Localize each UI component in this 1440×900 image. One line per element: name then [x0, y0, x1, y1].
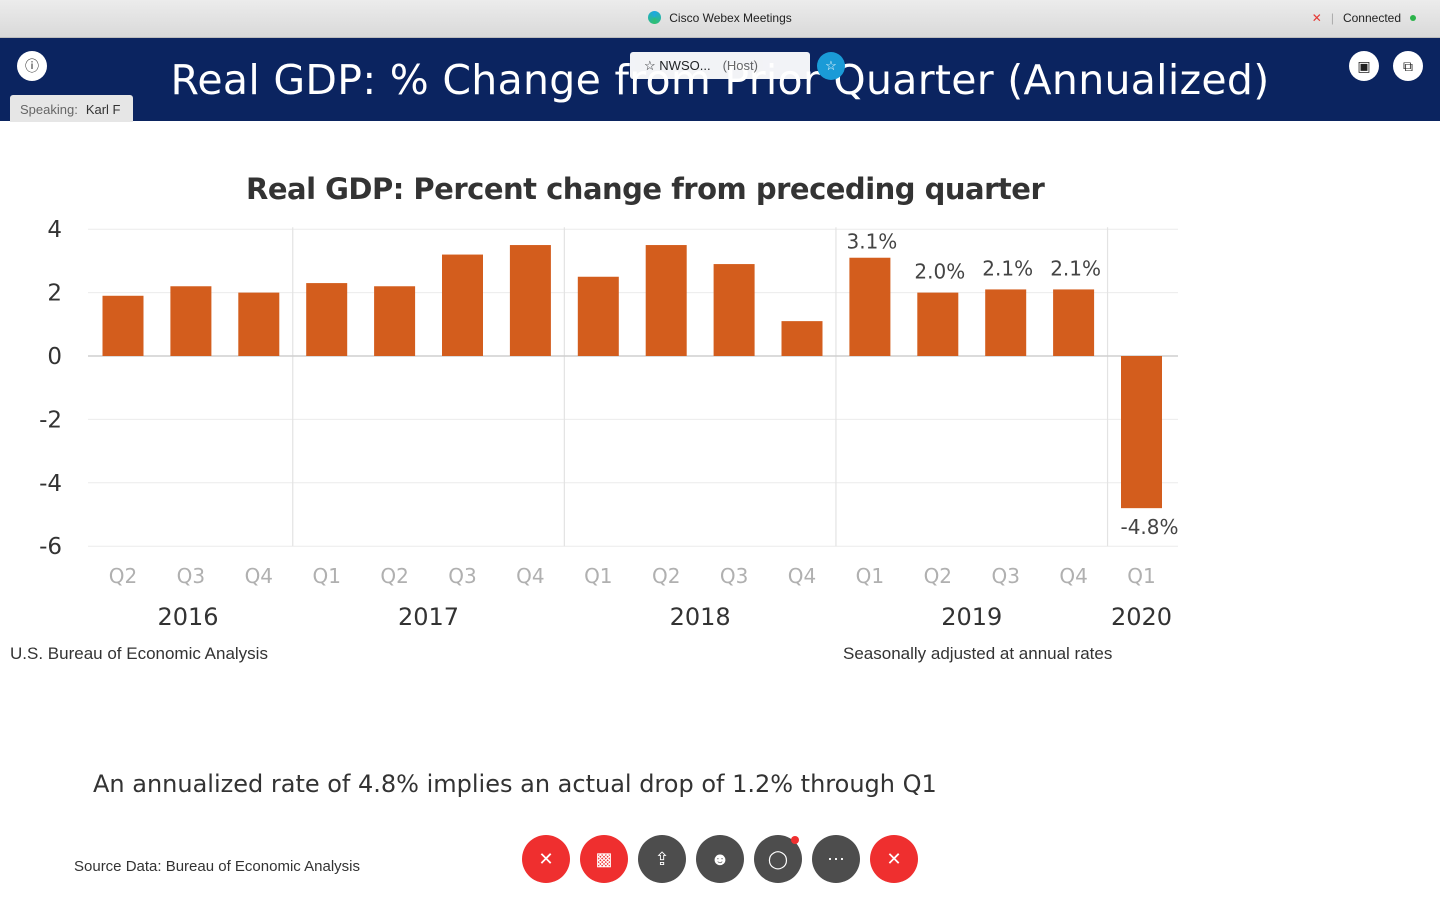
bar-5 — [374, 286, 416, 356]
layout-button[interactable]: ⧉ — [1393, 51, 1423, 81]
x-tick-label: Q3 — [720, 564, 748, 588]
pin-button[interactable]: ☆ — [817, 52, 845, 80]
bar-6 — [442, 254, 483, 356]
note-right: Seasonally adjusted at annual rates — [843, 644, 1113, 663]
year-label: 2020 — [1111, 603, 1172, 631]
host-name: NWSO... — [659, 58, 711, 73]
leave-meeting-button[interactable]: ✕ — [870, 835, 918, 883]
bar-2 — [170, 286, 212, 356]
webex-logo-icon — [648, 11, 662, 24]
participants-button[interactable]: ☻ — [696, 835, 744, 883]
host-tag: (Host) — [722, 58, 758, 73]
year-label: 2016 — [157, 603, 218, 631]
app-title: Cisco Webex Meetings — [0, 11, 1440, 25]
bar-15 — [1053, 289, 1095, 356]
y-tick-label: -2 — [39, 407, 62, 433]
chart-title: Real GDP: Percent change from preceding … — [246, 172, 1045, 206]
x-tick-label: Q1 — [312, 564, 340, 588]
speaker-name: Karl F — [85, 102, 121, 117]
bar-14 — [985, 289, 1027, 356]
bar-16 — [1121, 356, 1162, 509]
mic-muted-icon: ✕ — [1311, 11, 1322, 25]
x-tick-label: Q3 — [448, 564, 476, 588]
chat-notification-badge — [791, 836, 799, 844]
y-tick-label: -6 — [39, 534, 62, 560]
data-label: -4.8% — [1120, 515, 1178, 539]
year-label: 2018 — [670, 603, 731, 631]
star-icon: ☆ — [644, 58, 656, 73]
y-tick-label: 2 — [47, 281, 62, 307]
x-tick-label: Q3 — [991, 564, 1019, 588]
speaking-label: Speaking: — [20, 102, 78, 117]
y-tick-label: 4 — [47, 217, 62, 243]
x-tick-label: Q2 — [109, 564, 137, 588]
app-title-text: Cisco Webex Meetings — [669, 11, 792, 25]
bar-11 — [781, 321, 823, 356]
bar-4 — [306, 283, 348, 356]
data-label: 2.1% — [982, 256, 1033, 280]
bar-7 — [509, 245, 551, 356]
year-label: 2017 — [398, 603, 459, 631]
bar-12 — [849, 257, 891, 356]
share-icon: ⇪ — [654, 848, 670, 869]
x-tick-label: Q4 — [788, 564, 816, 588]
bar-1 — [102, 295, 144, 356]
connection-status-text: Connected — [1342, 11, 1401, 25]
x-tick-label: Q2 — [652, 564, 680, 588]
connection-dot-icon — [1410, 15, 1416, 21]
gdp-bar-chart: 4 2 0 -2 -4 -6 3.1% 2.0% 2.1% 2.1% -4.8% Q2 Q3 Q4 Q1 Q2… — [39, 217, 1178, 631]
info-icon: ⓘ — [25, 58, 39, 74]
bar-3 — [238, 292, 280, 356]
bar-8 — [577, 276, 619, 356]
video-off-icon: ▩ — [595, 848, 613, 869]
data-label: 2.1% — [1050, 256, 1101, 280]
info-button[interactable]: ⓘ — [17, 51, 47, 81]
chat-icon: ◯ — [767, 848, 789, 869]
year-label: 2019 — [941, 603, 1002, 631]
leave-icon: ✕ — [886, 848, 902, 869]
layout-icon: ⧉ — [1403, 57, 1413, 74]
bar-10 — [713, 264, 755, 356]
window-titlebar: Cisco Webex Meetings ✕ | Connected — [0, 0, 1440, 38]
picture-in-picture-button[interactable]: ▣ — [1349, 51, 1379, 81]
x-tick-label: Q2 — [924, 564, 952, 588]
unmute-button[interactable]: ✕ — [522, 835, 570, 883]
mic-muted-icon: ✕ — [538, 848, 554, 869]
start-video-button[interactable]: ▩ — [580, 835, 628, 883]
picture-in-picture-icon: ▣ — [1357, 57, 1371, 74]
note-left: U.S. Bureau of Economic Analysis — [10, 644, 268, 663]
bar-9 — [645, 245, 687, 356]
more-options-button[interactable]: ⋯ — [812, 835, 860, 883]
data-label: 2.0% — [914, 260, 965, 284]
x-tick-label: Q4 — [1059, 564, 1087, 588]
x-tick-label: Q2 — [380, 564, 408, 588]
slide-banner: Real GDP: % Change from Prior Quarter (A… — [0, 38, 1440, 121]
data-label: 3.1% — [846, 230, 897, 254]
speaking-indicator: Speaking: Karl F — [10, 95, 133, 122]
active-video-host-label[interactable]: ☆ NWSO... (Host) — [630, 52, 810, 79]
x-tick-label: Q1 — [856, 564, 884, 588]
participants-icon: ☻ — [710, 848, 730, 869]
x-tick-label: Q3 — [177, 564, 205, 588]
share-button[interactable]: ⇪ — [638, 835, 686, 883]
more-icon: ⋯ — [827, 848, 845, 869]
x-tick-label: Q4 — [516, 564, 544, 588]
x-tick-label: Q1 — [584, 564, 612, 588]
y-tick-label: -4 — [39, 471, 62, 497]
slide-caption: An annualized rate of 4.8% implies an ac… — [93, 770, 937, 798]
source-note: Source Data: Bureau of Economic Analysis — [74, 858, 360, 875]
connection-status: ✕ | Connected — [1312, 11, 1416, 25]
x-tick-label: Q1 — [1127, 564, 1155, 588]
bar-13 — [917, 292, 959, 356]
pin-icon: ☆ — [825, 58, 837, 73]
x-tick-label: Q4 — [245, 564, 273, 588]
chat-button[interactable]: ◯ — [754, 835, 802, 883]
y-tick-label: 0 — [47, 344, 62, 370]
